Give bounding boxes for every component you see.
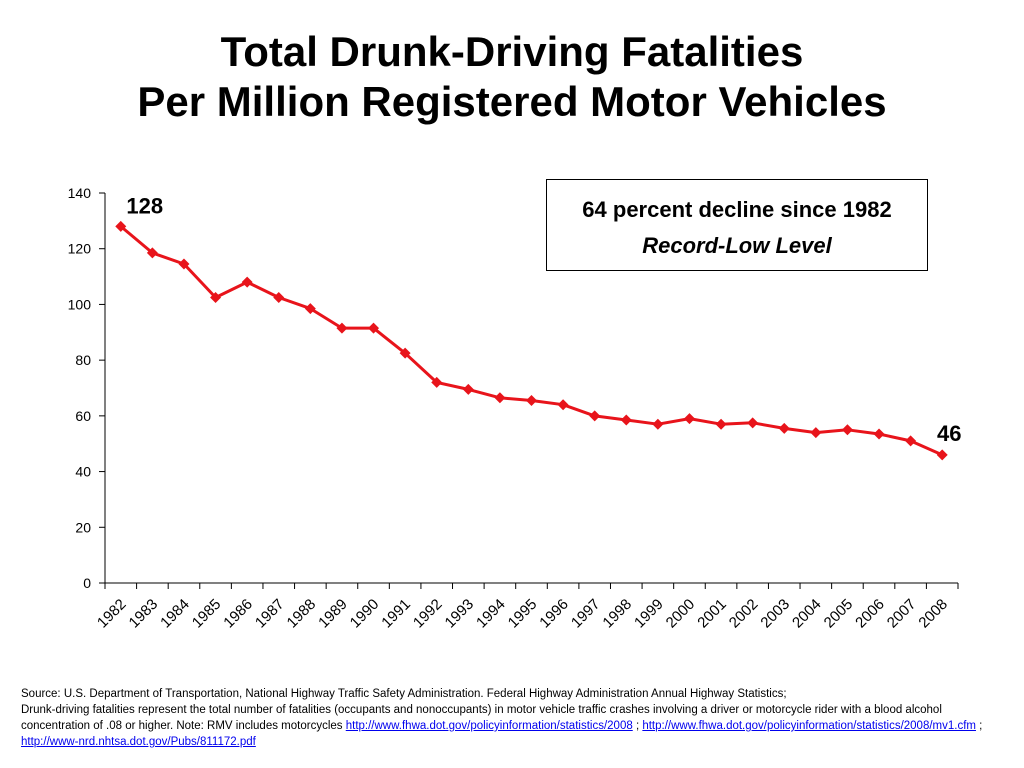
data-point-1996 (557, 399, 569, 411)
x-tick-label: 1992 (410, 596, 446, 632)
y-tick-label: 60 (75, 408, 91, 424)
data-point-1991 (399, 347, 411, 359)
data-point-1997 (589, 410, 601, 422)
source-footnote: Source: U.S. Department of Transportatio… (21, 686, 1011, 750)
y-tick-label: 80 (75, 352, 91, 368)
data-point-1988 (304, 303, 316, 315)
data-point-2004 (810, 427, 822, 439)
chart-title-line-1: Total Drunk-Driving Fatalities (220, 28, 804, 75)
x-tick-label: 1993 (442, 596, 478, 632)
callout-headline: 64 percent decline since 1982 (582, 197, 892, 222)
callout-box: 64 percent decline since 1982 Record-Low… (546, 179, 928, 271)
x-tick-label: 1997 (568, 596, 604, 632)
data-point-1995 (526, 395, 537, 407)
data-point-1984 (178, 258, 190, 270)
y-tick-label: 120 (68, 241, 92, 257)
data-point-1982 (115, 220, 127, 232)
footnote-link-nhtsa[interactable]: http://www-nrd.nhtsa.dot.gov/Pubs/811172… (21, 736, 256, 748)
x-tick-label: 2001 (694, 596, 730, 632)
x-tick-label: 1989 (315, 596, 351, 632)
footnote-link-fhwa-mv1[interactable]: http://www.fhwa.dot.gov/policyinformatio… (642, 720, 976, 732)
x-tick-label: 1988 (284, 596, 320, 632)
y-tick-label: 100 (68, 296, 92, 312)
footnote-link-fhwa-2008[interactable]: http://www.fhwa.dot.gov/policyinformatio… (345, 720, 633, 732)
y-tick-label: 0 (83, 575, 91, 591)
x-tick-label: 1990 (347, 596, 383, 632)
x-tick-label: 2006 (852, 596, 888, 632)
y-axis-ticks: 0 20 40 60 80 100 120 140 (68, 185, 105, 591)
x-tick-label: 1986 (220, 596, 256, 632)
x-tick-label: 2004 (789, 596, 825, 632)
x-tick-label: 1987 (252, 596, 288, 632)
chart-axes (104, 193, 958, 584)
data-point-2002 (747, 417, 759, 429)
data-point-1998 (620, 414, 632, 426)
x-tick-label: 2003 (757, 596, 793, 632)
x-tick-label: 1995 (505, 596, 541, 632)
footnote-separator: ; (632, 720, 643, 732)
data-point-1985 (210, 291, 222, 303)
data-label-1982: 128 (126, 193, 163, 218)
x-tick-label: 1984 (157, 596, 193, 632)
data-point-2008 (936, 449, 948, 461)
data-labels: 128 46 (126, 193, 961, 445)
data-point-1986 (241, 276, 253, 288)
y-tick-label: 40 (75, 464, 91, 480)
y-tick-label: 140 (68, 185, 92, 201)
x-tick-label: 2000 (663, 596, 699, 632)
x-tick-label: 1983 (126, 596, 162, 632)
x-tick-label: 1982 (94, 596, 130, 632)
x-tick-label: 1996 (536, 596, 572, 632)
x-tick-label: 2008 (915, 596, 951, 632)
data-point-1989 (336, 322, 348, 334)
data-point-1990 (368, 322, 380, 334)
data-point-1987 (273, 291, 285, 303)
x-tick-label: 1998 (599, 596, 635, 632)
data-point-1999 (652, 418, 664, 430)
footnote-separator: ; (975, 720, 983, 732)
data-point-2000 (683, 413, 695, 425)
footnote-definition: Drunk-driving fatalities represent the t… (21, 704, 942, 732)
data-series (115, 220, 948, 461)
data-point-1992 (431, 376, 443, 388)
y-tick-label: 20 (75, 519, 91, 535)
x-tick-label: 2007 (884, 596, 920, 632)
data-point-1994 (494, 392, 506, 404)
x-tick-label: 2005 (821, 596, 857, 632)
chart-title-line-2: Per Million Registered Motor Vehicles (137, 78, 887, 125)
x-tick-label: 1985 (189, 596, 225, 632)
data-point-2003 (778, 422, 790, 434)
x-axis-ticks: 1982198319841985198619871988198919901991… (94, 583, 959, 632)
x-tick-label: 2002 (726, 596, 762, 632)
x-tick-label: 1994 (473, 596, 509, 632)
callout-subline: Record-Low Level (642, 233, 832, 258)
footnote-source-line: Source: U.S. Department of Transportatio… (21, 688, 787, 700)
data-point-1983 (146, 247, 158, 259)
x-tick-label: 1991 (378, 596, 414, 632)
data-point-2007 (905, 435, 917, 447)
x-tick-label: 1999 (631, 596, 667, 632)
data-label-2008: 46 (937, 421, 961, 446)
data-point-2001 (715, 418, 727, 430)
data-point-2005 (841, 424, 853, 436)
data-point-1993 (462, 383, 474, 395)
data-point-2006 (873, 428, 885, 440)
